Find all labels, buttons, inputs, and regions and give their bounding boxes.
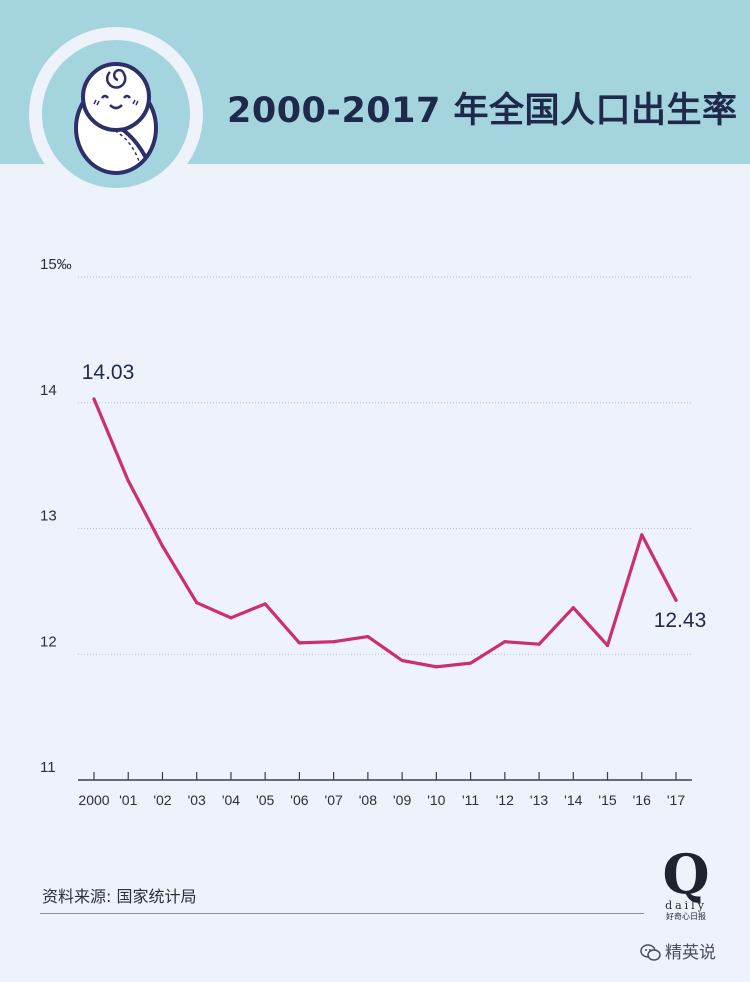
data-point xyxy=(400,658,404,663)
data-point xyxy=(537,642,541,646)
y-tick-label: 13 xyxy=(40,508,57,525)
data-point xyxy=(640,533,644,537)
chart-title: 2000-2017 年全国人口出生率 xyxy=(227,91,738,131)
x-tick-label: '09 xyxy=(393,792,411,808)
data-point xyxy=(160,544,165,548)
x-tick-label: '03 xyxy=(188,792,206,808)
brand-tagline: 好奇心日报 xyxy=(666,912,706,921)
watermark: 精英说 xyxy=(640,938,716,963)
x-tick-label: '17 xyxy=(667,792,685,808)
x-tick-label: '05 xyxy=(256,792,274,808)
series-line xyxy=(92,397,678,669)
x-tick-label: '08 xyxy=(359,792,377,808)
y-tick-label: 11 xyxy=(40,759,56,776)
x-tick-label: 2000 xyxy=(78,792,109,808)
data-point xyxy=(434,665,438,669)
data-point xyxy=(263,602,267,606)
data-point xyxy=(571,606,575,610)
x-tick-label: '12 xyxy=(496,792,514,808)
brand-name: daily xyxy=(665,899,707,912)
x-tick-label: '11 xyxy=(462,792,479,808)
data-point xyxy=(468,661,473,665)
data-label: 12.43 xyxy=(654,609,707,632)
data-point xyxy=(366,635,370,639)
data-label: 14.03 xyxy=(82,361,135,384)
x-tick-label: '10 xyxy=(427,792,445,808)
y-tick-label: 15‰ xyxy=(40,256,72,273)
x-tick-label: '06 xyxy=(290,792,308,808)
data-point xyxy=(297,641,302,645)
data-point xyxy=(332,640,336,644)
x-tick-label: '16 xyxy=(633,792,651,808)
wechat-icon xyxy=(640,944,661,961)
data-point xyxy=(195,601,199,605)
y-tick-label: 12 xyxy=(40,633,57,650)
x-tick-label: '13 xyxy=(530,792,548,808)
watermark-text: 精英说 xyxy=(665,943,716,963)
x-tick-label: '04 xyxy=(222,792,240,808)
data-point xyxy=(92,397,96,401)
data-point xyxy=(605,643,610,648)
brand-q: Q xyxy=(662,842,710,906)
data-point xyxy=(229,616,233,620)
source-note: 资料来源: 国家统计局 xyxy=(42,887,197,906)
brand-logo: Q daily 好奇心日报 xyxy=(656,842,716,922)
x-tick-label: '15 xyxy=(598,792,616,808)
x-tick-label: '07 xyxy=(325,792,343,808)
x-tick-label: '02 xyxy=(153,792,171,808)
baby-icon xyxy=(29,27,203,201)
footer-divider xyxy=(40,913,644,914)
data-point xyxy=(674,598,678,602)
x-tick-label: '01 xyxy=(119,792,137,808)
y-tick-label: 14 xyxy=(40,382,57,399)
data-point xyxy=(503,640,507,644)
x-tick-label: '14 xyxy=(564,792,582,808)
data-point xyxy=(126,479,130,483)
